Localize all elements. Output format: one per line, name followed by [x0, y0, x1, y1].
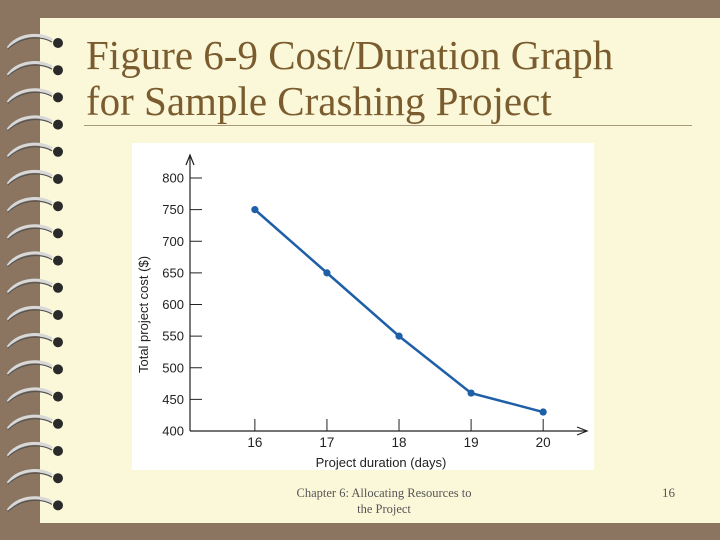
- spiral-coil-shadow: [7, 445, 53, 458]
- spiral-hole: [53, 201, 63, 212]
- spiral-coil: [6, 197, 53, 213]
- spiral-coil-shadow: [7, 91, 53, 104]
- spiral-hole: [53, 391, 63, 402]
- x-axis-arrow: [576, 426, 589, 436]
- spiral-coil-shadow: [7, 64, 53, 77]
- spiral-coil: [6, 333, 53, 349]
- spiral-coil-shadow: [7, 336, 53, 349]
- x-tick-label: 19: [464, 435, 479, 450]
- y-tick-label: 550: [162, 329, 184, 344]
- spiral-coil-shadow: [7, 37, 53, 50]
- spiral-hole: [53, 418, 63, 429]
- spiral-coil: [6, 224, 53, 240]
- footer-text: Chapter 6: Allocating Resources to the P…: [280, 485, 488, 517]
- spiral-hole: [53, 174, 63, 184]
- spiral-coil: [6, 33, 53, 49]
- spiral-coil: [6, 414, 53, 430]
- spiral-coil-shadow: [7, 472, 53, 485]
- spiral-coil: [6, 387, 53, 403]
- spiral-hole: [53, 473, 63, 484]
- spiral-coil: [6, 496, 53, 512]
- x-tick-label: 20: [536, 435, 551, 450]
- spiral-binding: [6, 33, 63, 512]
- spiral-hole: [53, 337, 63, 348]
- title-divider: [84, 125, 692, 126]
- y-tick-label: 600: [162, 297, 184, 312]
- data-point: [467, 389, 475, 397]
- chart-container: 400 450 500 550 600 650 700 750 800 16 17 18 19 20 Pro…: [132, 143, 594, 470]
- y-tick-label: 650: [162, 265, 184, 280]
- spiral-coil: [6, 251, 53, 267]
- spiral-coil-shadow: [7, 363, 53, 376]
- spiral-coil: [6, 441, 53, 457]
- data-point: [323, 269, 331, 277]
- spiral-coil-shadow: [7, 200, 53, 213]
- spiral-coil-shadow: [7, 309, 53, 322]
- spiral-coil-shadow: [7, 254, 53, 268]
- y-axis-label: Total project cost ($): [136, 256, 151, 373]
- x-tick-label: 18: [392, 435, 407, 450]
- spiral-coil: [6, 142, 53, 158]
- y-axis-arrow: [185, 153, 195, 166]
- slide-title: Figure 6-9 Cost/Duration Graph for Sampl…: [86, 32, 706, 124]
- spiral-coil-shadow: [7, 499, 53, 512]
- spiral-hole: [53, 92, 63, 103]
- spiral-coil: [6, 61, 53, 77]
- spiral-coil-shadow: [7, 146, 53, 159]
- y-tick-label: 500: [162, 360, 184, 375]
- spiral-coil-shadow: [7, 282, 53, 295]
- spiral-hole: [53, 119, 63, 130]
- y-tick-label: 700: [162, 234, 184, 249]
- data-point: [539, 408, 547, 416]
- spiral-hole: [53, 282, 63, 293]
- cost-duration-chart: 400 450 500 550 600 650 700 750 800 16 17 18 19 20 Pro…: [136, 153, 589, 470]
- spiral-coil: [6, 115, 53, 131]
- y-tick-label: 450: [162, 392, 184, 407]
- page-number: 16: [662, 485, 675, 500]
- spiral-coil-shadow: [7, 390, 53, 404]
- data-point: [395, 332, 403, 340]
- spiral-coil: [6, 88, 53, 104]
- series-line: [254, 208, 544, 414]
- spiral-hole: [53, 255, 63, 266]
- spiral-hole: [53, 310, 63, 320]
- spiral-coil-shadow: [7, 418, 53, 431]
- spiral-coil: [6, 469, 53, 485]
- spiral-hole: [53, 446, 63, 456]
- y-tick-label: 400: [162, 424, 184, 439]
- x-tick-label: 17: [319, 435, 334, 450]
- title-line-2: for Sample Crashing Project: [86, 78, 552, 124]
- spiral-coil: [6, 360, 53, 376]
- x-tick-label: 16: [247, 435, 262, 450]
- footer-line-1: Chapter 6: Allocating Resources to: [296, 486, 472, 500]
- spiral-coil: [6, 169, 53, 185]
- spiral-coil-shadow: [7, 173, 53, 186]
- spiral-hole: [53, 228, 63, 239]
- footer-line-2: the Project: [357, 502, 411, 516]
- y-tick-label: 800: [162, 171, 184, 186]
- spiral-coil: [6, 278, 53, 294]
- title-line-1: Figure 6-9 Cost/Duration Graph: [86, 32, 614, 78]
- spiral-coil-shadow: [7, 118, 53, 132]
- spiral-hole: [53, 38, 63, 48]
- y-tick-label: 750: [162, 202, 184, 217]
- spiral-coil-shadow: [7, 227, 53, 240]
- data-point: [251, 206, 259, 214]
- spiral-hole: [53, 364, 63, 375]
- x-axis-label: Project duration (days): [316, 455, 447, 470]
- spiral-hole: [53, 65, 63, 76]
- spiral-hole: [53, 500, 63, 511]
- spiral-hole: [53, 146, 63, 157]
- spiral-coil: [6, 305, 53, 321]
